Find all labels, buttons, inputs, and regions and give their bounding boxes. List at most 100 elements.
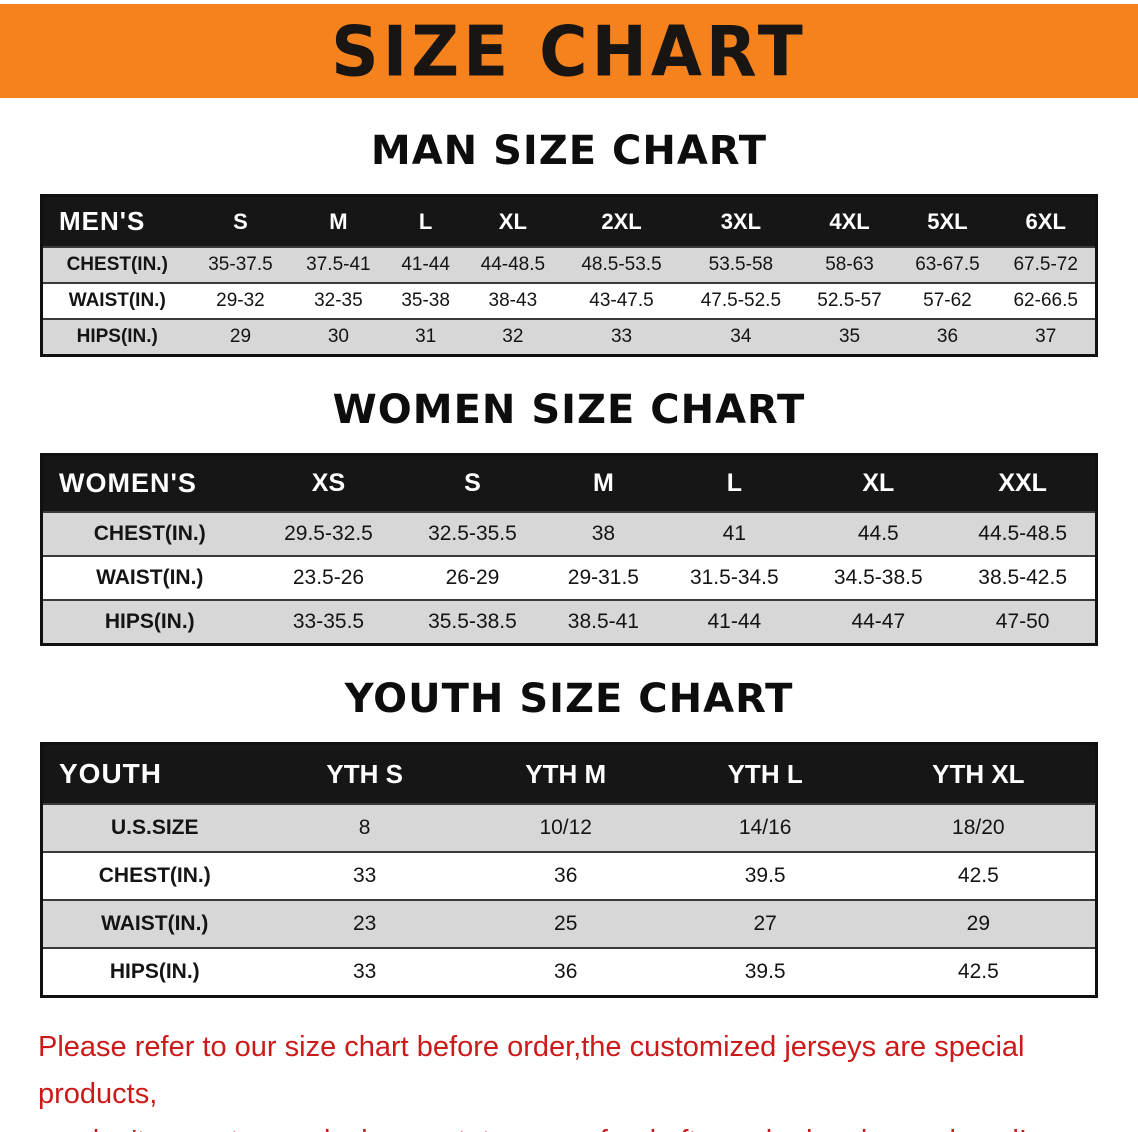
size-value-cell: 41-44 bbox=[387, 246, 464, 283]
size-value-cell: 57-62 bbox=[898, 282, 997, 319]
size-value-cell: 44.5-48.5 bbox=[950, 511, 1097, 556]
size-value-cell: 37 bbox=[996, 318, 1097, 356]
size-value-cell: 29-31.5 bbox=[544, 555, 663, 600]
size-value-cell: 36 bbox=[898, 318, 997, 356]
women-section-heading: WOMEN SIZE CHART bbox=[332, 387, 806, 433]
size-value-cell: 33 bbox=[266, 851, 463, 900]
table-header-row: MEN'S S M L XL 2XL 3XL 4XL 5XL 6XL bbox=[41, 195, 1097, 247]
size-value-cell: 29-32 bbox=[191, 282, 290, 319]
size-column-header: XS bbox=[256, 454, 401, 512]
size-value-cell: 35-38 bbox=[387, 282, 464, 319]
table-row: HIPS(IN.) 33 36 39.5 42.5 bbox=[41, 947, 1097, 997]
youth-size-section: YOUTH SIZE CHART YOUTH YTH S YTH M YTH L YTH… bbox=[0, 676, 1138, 998]
youth-section-heading: YOUTH SIZE CHART bbox=[344, 676, 794, 722]
size-value-cell: 38.5-41 bbox=[544, 599, 663, 645]
row-label-cell: CHEST(IN.) bbox=[41, 511, 257, 556]
row-label-cell: HIPS(IN.) bbox=[41, 599, 257, 645]
table-header-row: YOUTH YTH S YTH M YTH L YTH XL bbox=[41, 743, 1097, 804]
size-column-header: M bbox=[289, 195, 388, 247]
size-column-header: 4XL bbox=[800, 195, 899, 247]
row-label-cell: WAIST(IN.) bbox=[41, 282, 192, 319]
size-value-cell: 52.5-57 bbox=[800, 282, 899, 319]
table-row: CHEST(IN.) 35-37.5 37.5-41 41-44 44-48.5 48.5… bbox=[41, 246, 1097, 283]
banner: SIZE CHART bbox=[0, 4, 1138, 98]
size-value-cell: 47-50 bbox=[950, 599, 1097, 645]
table-row: CHEST(IN.) 33 36 39.5 42.5 bbox=[41, 851, 1097, 900]
size-value-cell: 35 bbox=[800, 318, 899, 356]
size-value-cell: 33 bbox=[561, 318, 682, 356]
size-value-cell: 10/12 bbox=[462, 803, 669, 852]
footer-note-line-1: Please refer to our size chart before or… bbox=[38, 1031, 1025, 1110]
size-value-cell: 35.5-38.5 bbox=[400, 599, 545, 645]
size-value-cell: 33-35.5 bbox=[256, 599, 401, 645]
footer-note: Please refer to our size chart before or… bbox=[38, 1024, 1100, 1132]
size-value-cell: 43-47.5 bbox=[561, 282, 682, 319]
table-row: U.S.SIZE 8 10/12 14/16 18/20 bbox=[41, 803, 1097, 852]
size-value-cell: 31.5-34.5 bbox=[662, 555, 807, 600]
size-value-cell: 53.5-58 bbox=[681, 246, 801, 283]
size-value-cell: 35-37.5 bbox=[191, 246, 290, 283]
size-value-cell: 18/20 bbox=[861, 803, 1097, 852]
size-value-cell: 32 bbox=[463, 318, 562, 356]
table-row: WAIST(IN.) 29-32 32-35 35-38 38-43 43-47.5 47.… bbox=[41, 282, 1097, 319]
table-row: WAIST(IN.) 23 25 27 29 bbox=[41, 899, 1097, 948]
size-value-cell: 32-35 bbox=[289, 282, 388, 319]
size-value-cell: 63-67.5 bbox=[898, 246, 997, 283]
men-size-section: MAN SIZE CHART MEN'S S M L XL 2XL 3XL 4XL 5XL 6XL… bbox=[0, 128, 1138, 357]
size-column-header: XL bbox=[463, 195, 562, 247]
size-column-header: 6XL bbox=[996, 195, 1097, 247]
table-title-cell: YOUTH bbox=[41, 743, 267, 804]
table-row: CHEST(IN.) 29.5-32.5 32.5-35.5 38 41 44.5 44.5… bbox=[41, 511, 1097, 556]
size-value-cell: 44-48.5 bbox=[463, 246, 562, 283]
size-value-cell: 36 bbox=[462, 947, 669, 997]
size-value-cell: 37.5-41 bbox=[289, 246, 388, 283]
size-value-cell: 48.5-53.5 bbox=[561, 246, 682, 283]
table-header-row: WOMEN'S XS S M L XL XXL bbox=[41, 454, 1097, 512]
size-column-header: YTH S bbox=[266, 743, 463, 804]
size-value-cell: 30 bbox=[289, 318, 388, 356]
men-size-table: MEN'S S M L XL 2XL 3XL 4XL 5XL 6XL CHEST(IN.) 35-37… bbox=[40, 194, 1098, 357]
row-label-cell: CHEST(IN.) bbox=[41, 246, 192, 283]
women-size-table: WOMEN'S XS S M L XL XXL CHEST(IN.) 29.5-32.5 32.5… bbox=[40, 453, 1098, 646]
banner-title: SIZE CHART bbox=[331, 10, 807, 92]
size-column-header: M bbox=[544, 454, 663, 512]
size-column-header: 5XL bbox=[898, 195, 997, 247]
size-value-cell: 38.5-42.5 bbox=[950, 555, 1097, 600]
row-label-cell: U.S.SIZE bbox=[41, 803, 267, 852]
size-column-header: S bbox=[191, 195, 290, 247]
table-row: HIPS(IN.) 33-35.5 35.5-38.5 38.5-41 41-44 44-… bbox=[41, 599, 1097, 645]
size-value-cell: 34 bbox=[681, 318, 801, 356]
size-value-cell: 58-63 bbox=[800, 246, 899, 283]
size-value-cell: 42.5 bbox=[861, 947, 1097, 997]
row-label-cell: WAIST(IN.) bbox=[41, 899, 267, 948]
size-value-cell: 29 bbox=[861, 899, 1097, 948]
table-title-cell: WOMEN'S bbox=[41, 454, 257, 512]
size-column-header: XL bbox=[806, 454, 951, 512]
size-column-header: L bbox=[662, 454, 807, 512]
size-column-header: L bbox=[387, 195, 464, 247]
size-value-cell: 47.5-52.5 bbox=[681, 282, 801, 319]
size-value-cell: 41-44 bbox=[662, 599, 807, 645]
size-value-cell: 67.5-72 bbox=[996, 246, 1097, 283]
size-value-cell: 39.5 bbox=[668, 947, 862, 997]
size-value-cell: 33 bbox=[266, 947, 463, 997]
size-value-cell: 62-66.5 bbox=[996, 282, 1097, 319]
row-label-cell: WAIST(IN.) bbox=[41, 555, 257, 600]
size-value-cell: 23 bbox=[266, 899, 463, 948]
size-value-cell: 29 bbox=[191, 318, 290, 356]
size-value-cell: 29.5-32.5 bbox=[256, 511, 401, 556]
size-column-header: XXL bbox=[950, 454, 1097, 512]
size-value-cell: 34.5-38.5 bbox=[806, 555, 951, 600]
men-section-heading: MAN SIZE CHART bbox=[370, 128, 768, 174]
table-title-cell: MEN'S bbox=[41, 195, 192, 247]
size-value-cell: 23.5-26 bbox=[256, 555, 401, 600]
size-value-cell: 42.5 bbox=[861, 851, 1097, 900]
table-row: HIPS(IN.) 29 30 31 32 33 34 35 36 37 bbox=[41, 318, 1097, 356]
size-value-cell: 38 bbox=[544, 511, 663, 556]
size-value-cell: 14/16 bbox=[668, 803, 862, 852]
size-column-header: S bbox=[400, 454, 545, 512]
table-row: WAIST(IN.) 23.5-26 26-29 29-31.5 31.5-34.5 34… bbox=[41, 555, 1097, 600]
size-value-cell: 26-29 bbox=[400, 555, 545, 600]
footer-note-line-2: we don't accept cancel, change, teturn o… bbox=[38, 1118, 1100, 1132]
